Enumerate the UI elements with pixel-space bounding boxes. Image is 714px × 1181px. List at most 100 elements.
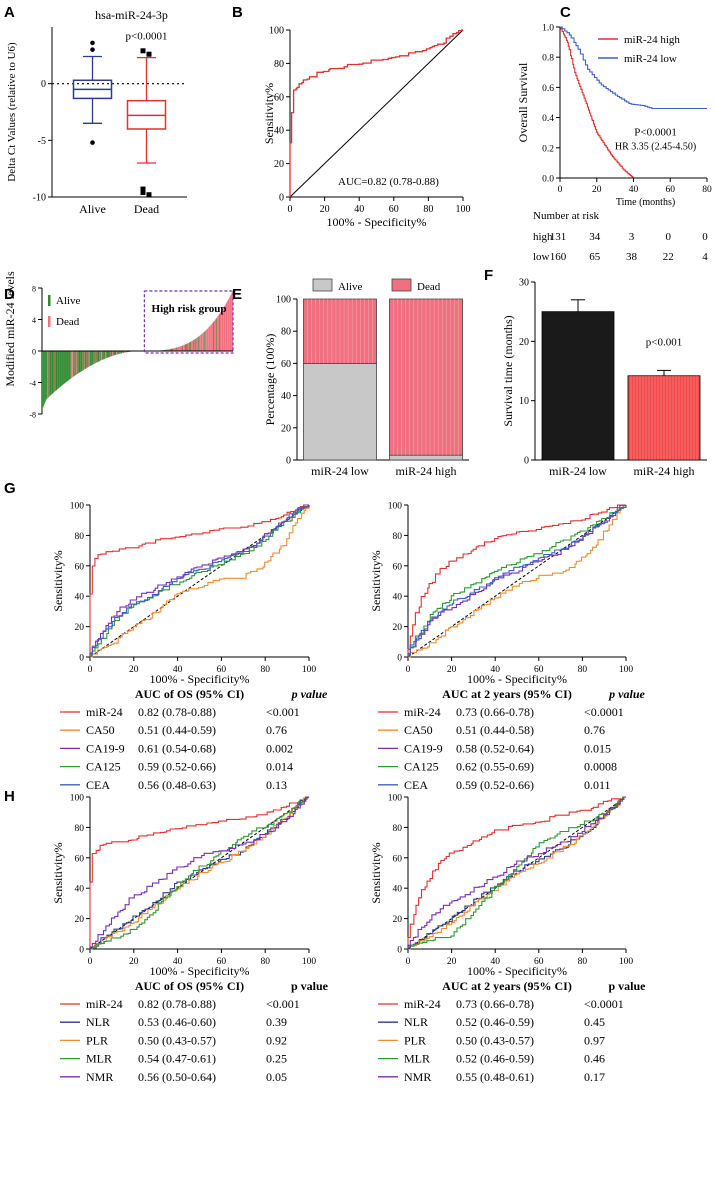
- panel-g-left-xtick-label: 0: [88, 665, 93, 675]
- panel-h-left-row-name: PLR: [86, 1033, 108, 1047]
- panel-c-risk-value: 38: [626, 251, 638, 263]
- panel-h-right-xtick-label: 100: [619, 957, 634, 967]
- panel-d-bar: [168, 349, 169, 352]
- panel-d-bar: [229, 297, 230, 352]
- panel-h-left-row-name: MLR: [86, 1052, 112, 1066]
- panel-c-risk-value: 65: [589, 251, 601, 263]
- panel-d-bar: [108, 351, 110, 358]
- panel-d-bar: [70, 351, 71, 379]
- panel-d-bar: [74, 351, 75, 376]
- panel-g-left-row-auc: 0.61 (0.54-0.68): [138, 741, 216, 755]
- panel-c-legend-label: miR-24 high: [624, 34, 680, 46]
- panel-h-right-roc-curve: [407, 796, 626, 949]
- panel-g-right-row-pvalue: 0.0008: [584, 760, 617, 774]
- panel-g-right-row-auc: 0.59 (0.52-0.66): [456, 778, 534, 792]
- panel-h-right-row-auc: 0.55 (0.48-0.61): [456, 1070, 534, 1084]
- panel-e-bar-alive: [389, 454, 463, 461]
- panel-h-right-row-pvalue: 0.97: [584, 1033, 605, 1047]
- panel-h-right-xtick-label: 0: [406, 957, 411, 967]
- panel-h-left-ytick-label: 60: [75, 854, 85, 864]
- panel-d-bar: [104, 351, 106, 359]
- panel-d-ytick-label: -8: [29, 411, 36, 420]
- panel-d-bar: [93, 351, 94, 365]
- panel-b-xtick-label: 80: [423, 204, 433, 215]
- panel-b-ytick-label: 20: [274, 159, 284, 170]
- panel-b-ytick-label: 80: [274, 59, 284, 70]
- panel-d-bar: [227, 299, 229, 352]
- panel-d-bar: [219, 312, 221, 352]
- panel-e-category-label: miR-24 low: [311, 464, 369, 478]
- panel-g-left-row-pvalue: 0.13: [266, 778, 287, 792]
- panel-d-bar: [224, 305, 226, 352]
- panel-h-left-row-auc: 0.54 (0.47-0.61): [138, 1052, 216, 1066]
- panel-h-left-roc-curve: [90, 796, 309, 950]
- panel-g-left-row-name: CA50: [86, 723, 115, 737]
- panel-d-bar: [124, 351, 126, 353]
- panel-h-right-diagonal: [407, 796, 627, 950]
- panel-d-bar: [91, 351, 93, 365]
- panel-d-bar: [53, 351, 54, 393]
- panel-d-bar: [82, 351, 84, 371]
- panel-d-bar: [89, 351, 91, 366]
- panel-d-legend-swatch: [48, 295, 51, 306]
- panel-a-outlier: [140, 189, 146, 195]
- panel-h-right-row-name: MLR: [404, 1052, 430, 1066]
- panel-h-left-xtick-label: 20: [129, 957, 139, 967]
- panel-c-label: C: [560, 4, 571, 21]
- panel-d-bar: [111, 351, 113, 357]
- panel-d-bar: [110, 351, 112, 357]
- panel-c-risk-value: 131: [550, 231, 567, 243]
- panel-d-ytick-label: -4: [29, 379, 36, 388]
- panel-d-bar: [118, 351, 119, 355]
- panel-d-bar: [78, 351, 80, 373]
- panel-d-bar: [53, 351, 55, 393]
- panel-h-left-ytick-label: 80: [75, 824, 85, 834]
- panel-h-right-roc-curve: [407, 796, 626, 949]
- panel-g-right-xtick-label: 40: [490, 665, 500, 675]
- panel-d-bar: [122, 351, 124, 353]
- panel-d-bar: [69, 351, 71, 380]
- panel-h-right-row-auc: 0.50 (0.43-0.57): [456, 1033, 534, 1047]
- panel-h-right-row-name: miR-24: [404, 997, 441, 1011]
- panel-d-bar: [45, 351, 47, 401]
- panel-d-bar: [106, 351, 108, 359]
- panel-f-bar: [541, 311, 615, 461]
- panel-d-bar: [217, 315, 219, 352]
- panel-d-bar: [60, 351, 62, 387]
- panel-d-bar: [174, 347, 176, 352]
- panel-d-bar: [57, 351, 59, 389]
- panel-d-bar: [167, 349, 169, 352]
- panel-d-bar: [76, 351, 77, 375]
- panel-e-ytick-label: 40: [281, 391, 291, 402]
- panel-g-left-ytick-label: 100: [70, 502, 85, 512]
- panel-g-right-ytick-label: 20: [393, 623, 403, 633]
- panel-g-left-row-pvalue: <0.001: [266, 705, 300, 719]
- panel-c-risk-value: 4: [702, 251, 708, 263]
- panel-c-ytick-label: 0.4: [542, 114, 554, 124]
- panel-d-bar: [45, 351, 47, 400]
- panel-g-right-xtick-label: 0: [406, 665, 411, 675]
- panel-d-bar: [106, 351, 108, 358]
- panel-d-bar: [187, 343, 188, 352]
- panel-c-legend-label: miR-24 low: [624, 53, 677, 65]
- panel-g-left-row-auc: 0.82 (0.78-0.88): [138, 705, 216, 719]
- panel-g-left-row-name: CA19-9: [86, 741, 125, 755]
- panel-d-bar: [208, 327, 209, 352]
- panel-a-pvalue: p<0.0001: [126, 30, 168, 42]
- panel-d-legend-label: Alive: [56, 295, 81, 307]
- panel-d-bar: [173, 348, 174, 352]
- panel-g-left-xtick-label: 60: [217, 665, 227, 675]
- panel-d-bar: [123, 351, 125, 353]
- panel-d-bar: [206, 329, 207, 352]
- panel-d-bar: [101, 351, 102, 361]
- panel-d-bar: [170, 348, 172, 352]
- panel-h-left-diagonal: [89, 796, 310, 950]
- panel-d-bar: [79, 351, 81, 373]
- panel-h-label: H: [4, 788, 15, 805]
- panel-a-title: hsa-miR-24-3p: [95, 8, 168, 22]
- panel-d-bar: [203, 332, 205, 352]
- panel-d-bar: [71, 351, 73, 378]
- panel-d-bar: [103, 351, 104, 360]
- panel-f-category-label: miR-24 low: [549, 464, 607, 478]
- panel-g-left-ytick-label: 20: [75, 623, 85, 633]
